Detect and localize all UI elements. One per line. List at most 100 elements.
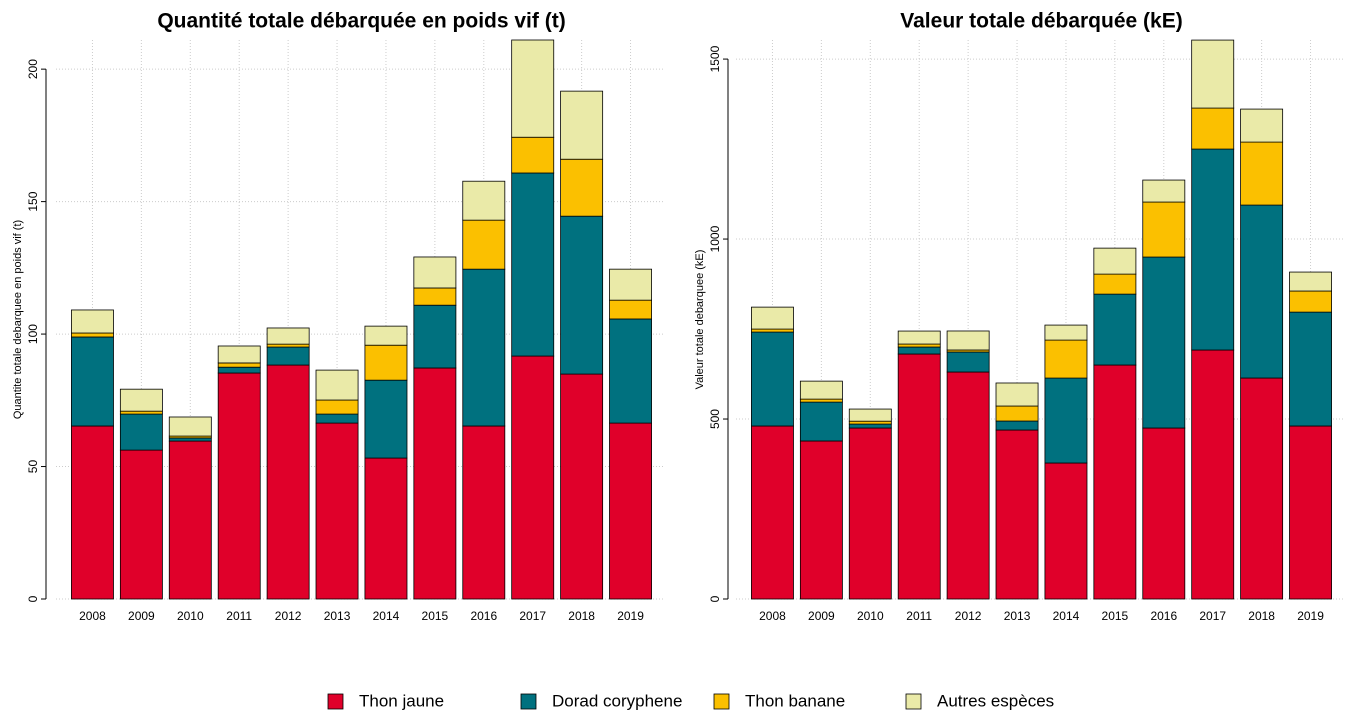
bar-segment — [168, 416, 212, 437]
bar-segment — [848, 427, 892, 600]
x-tick-label: 2018 — [568, 609, 595, 623]
bar-segment — [119, 388, 163, 412]
x-tick-label: 2008 — [759, 609, 786, 623]
legend-swatch — [520, 693, 537, 710]
x-tick-label: 2009 — [808, 609, 835, 623]
bar-segment — [1240, 108, 1284, 143]
x-tick-label: 2016 — [1150, 609, 1177, 623]
bar-segment — [946, 330, 990, 351]
y-tick-label: 0 — [26, 595, 40, 602]
bar-segment — [751, 425, 794, 600]
legend-swatch — [713, 693, 730, 710]
bar-segment — [1289, 271, 1332, 292]
bar-segment — [995, 405, 1039, 422]
bar-segment — [217, 345, 261, 364]
bar-segment — [946, 371, 990, 600]
y-tick-label: 150 — [26, 191, 40, 211]
bar-segment — [413, 287, 457, 306]
bar-segment — [71, 332, 114, 338]
bar-segment — [364, 325, 408, 346]
bar-segment — [751, 331, 794, 427]
bar-segment — [799, 380, 843, 400]
bar-segment — [71, 425, 114, 600]
y-tick-label: 500 — [708, 409, 722, 429]
legend-swatch — [905, 693, 922, 710]
x-tick-label: 2014 — [373, 609, 400, 623]
bar-segment — [995, 420, 1039, 431]
x-tick-label: 2017 — [1199, 609, 1226, 623]
bar-segment — [1240, 204, 1284, 379]
bar-segment — [1289, 290, 1332, 313]
bar-segment — [1142, 427, 1186, 600]
bar-segment — [1093, 273, 1137, 295]
bar-segment — [1044, 462, 1088, 600]
x-tick-label: 2018 — [1248, 609, 1275, 623]
bar-segment — [848, 420, 892, 425]
bar-segment — [1044, 339, 1088, 379]
chart-title: Valeur totale débarquée (kE) — [900, 10, 1182, 33]
bar-segment — [897, 343, 941, 348]
bar-segment — [897, 330, 941, 345]
bar-segment — [609, 268, 652, 301]
y-tick-label: 0 — [708, 595, 722, 602]
bar-segment — [609, 422, 652, 600]
bar-segment — [119, 410, 163, 415]
bar-segment — [560, 90, 604, 160]
bar-segment — [462, 268, 506, 427]
bar-segment — [413, 256, 457, 289]
x-tick-label: 2013 — [1004, 609, 1031, 623]
y-axis-label: Quantite totale debarquee en poids vif (… — [12, 220, 24, 419]
x-tick-label: 2017 — [519, 609, 546, 623]
bar-segment — [511, 355, 555, 600]
bar-segment — [848, 423, 892, 429]
chart-title: Quantité totale débarquée en poids vif (… — [157, 10, 565, 33]
x-tick-label: 2011 — [226, 609, 252, 623]
x-tick-label: 2009 — [128, 609, 155, 623]
bar-segment — [217, 372, 261, 600]
bar-segment — [560, 158, 604, 217]
bar-segment — [751, 328, 794, 333]
x-tick-label: 2014 — [1053, 609, 1080, 623]
bar-segment — [1240, 141, 1284, 206]
bar-segment — [364, 379, 408, 459]
bar-segment — [315, 422, 359, 600]
bar-segment — [71, 309, 114, 334]
bar-segment — [1093, 364, 1137, 600]
bar-segment — [511, 39, 555, 138]
bar-segment — [1093, 247, 1137, 275]
bar-segment — [315, 369, 359, 401]
bar-segment — [511, 136, 555, 174]
legend-swatch — [327, 693, 344, 710]
bar-segment — [266, 327, 310, 345]
bar-segment — [1289, 425, 1332, 600]
legend-label: Dorad coryphene — [552, 691, 682, 710]
bar-segment — [315, 413, 359, 424]
bar-segment — [71, 336, 114, 427]
bar-segment — [848, 408, 892, 422]
bar-segment — [1044, 324, 1088, 341]
bar-segment — [1289, 311, 1332, 427]
x-tick-label: 2011 — [906, 609, 932, 623]
bar-segment — [1191, 148, 1235, 351]
bar-segment — [897, 353, 941, 600]
bar-segment — [897, 346, 941, 355]
bar-segment — [1191, 107, 1235, 150]
bar-segment — [119, 449, 163, 600]
bar-segment — [462, 425, 506, 600]
x-tick-label: 2015 — [422, 609, 449, 623]
y-axis-label: Valeur totale debarquee (kE) — [694, 250, 706, 390]
bar-segment — [560, 215, 604, 375]
x-tick-label: 2008 — [79, 609, 106, 623]
y-tick-label: 50 — [26, 460, 40, 474]
bar-segment — [266, 364, 310, 600]
bar-segment — [413, 304, 457, 369]
bar-segment — [168, 440, 212, 600]
bar-segment — [1191, 349, 1235, 600]
bar-segment — [462, 219, 506, 270]
bar-segment — [1093, 293, 1137, 366]
bar-segment — [751, 306, 794, 330]
x-tick-label: 2019 — [1297, 609, 1324, 623]
bar-segment — [217, 366, 261, 374]
x-tick-label: 2010 — [177, 609, 204, 623]
y-tick-label: 1000 — [708, 225, 722, 252]
